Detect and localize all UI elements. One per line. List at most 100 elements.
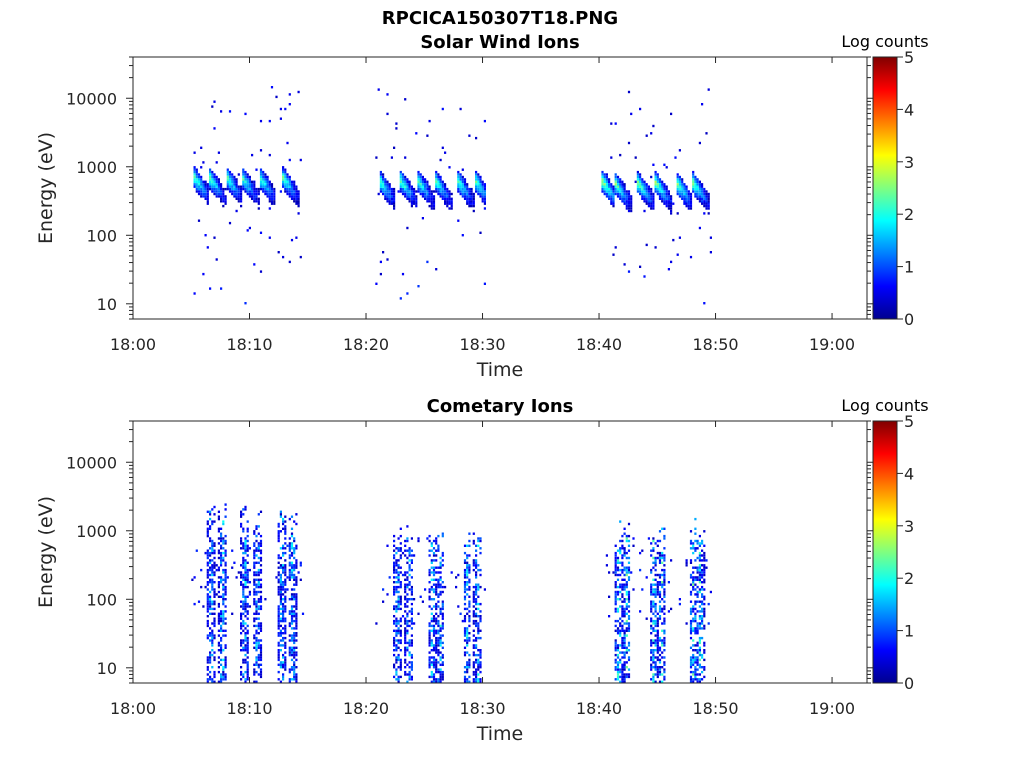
spectrogram-cell: [475, 588, 478, 591]
spectrogram-cell: [698, 624, 701, 628]
spectrogram-cell: [282, 183, 285, 186]
spectrogram-cell: [647, 202, 650, 205]
spectrogram-cell: [290, 636, 294, 640]
spectrogram-cell: [472, 590, 475, 594]
spectrogram-cell: [689, 202, 693, 205]
spectrogram-cell: [698, 226, 701, 230]
spectrogram-cell: [463, 607, 467, 611]
spectrogram-cell: [466, 632, 469, 635]
spectrogram-cell: [623, 190, 626, 193]
spectrogram-cell: [643, 209, 646, 213]
spectrogram-cell: [656, 646, 659, 649]
spectrogram-cell: [689, 547, 693, 550]
spectrogram-cell: [612, 202, 615, 205]
spectrogram-cell: [616, 663, 620, 666]
spectrogram-cell: [698, 617, 701, 620]
spectrogram-cell: [472, 204, 475, 208]
spectrogram-cell: [694, 675, 697, 679]
spectrogram-cell: [257, 561, 260, 564]
spectrogram-cell: [698, 197, 701, 200]
spectrogram-cell: [393, 561, 396, 564]
spectrogram-cell: [206, 551, 209, 555]
spectrogram-cell: [282, 678, 285, 681]
spectrogram-cell: [435, 175, 438, 179]
spectrogram-cell: [237, 187, 240, 191]
spectrogram-cell: [211, 178, 214, 181]
x-tick-label: 18:10: [226, 335, 272, 354]
spectrogram-cell: [605, 554, 608, 557]
spectrogram-cell: [228, 190, 232, 193]
spectrogram-cell: [463, 639, 467, 642]
spectrogram-cell: [477, 666, 480, 669]
spectrogram-cell: [654, 663, 657, 666]
spectrogram-cell: [619, 675, 622, 679]
spectrogram-cell: [661, 583, 664, 586]
spectrogram-cell: [627, 593, 631, 596]
spectrogram-cell: [437, 583, 440, 586]
spectrogram-cell: [404, 661, 407, 664]
spectrogram-cell: [259, 639, 263, 642]
spectrogram-cell: [654, 666, 657, 669]
spectrogram-cell: [257, 547, 260, 550]
spectrogram-cell: [439, 158, 442, 162]
spectrogram-cell: [246, 636, 249, 640]
spectrogram-cell: [689, 622, 693, 625]
spectrogram-cell: [220, 644, 223, 647]
spectrogram-cell: [206, 561, 209, 564]
spectrogram-cell: [251, 185, 254, 188]
spectrogram-cell: [475, 183, 478, 186]
spectrogram-cell: [211, 632, 214, 635]
spectrogram-cell: [293, 187, 296, 191]
spectrogram-cell: [253, 646, 256, 649]
spectrogram-cell: [621, 180, 624, 183]
spectrogram-cell: [463, 187, 467, 191]
spectrogram-cell: [475, 178, 478, 181]
spectrogram-cell: [692, 170, 695, 174]
spectrogram-cell: [206, 197, 209, 200]
spectrogram-cell: [206, 666, 209, 669]
spectrogram-cell: [295, 678, 298, 681]
spectrogram-cell: [441, 564, 444, 567]
spectrogram-cell: [397, 585, 400, 589]
spectrogram-cell: [224, 187, 227, 191]
spectrogram-cell: [255, 525, 258, 528]
spectrogram-cell: [235, 178, 238, 181]
spectrogram-cell: [627, 539, 631, 543]
spectrogram-cell: [685, 202, 688, 205]
spectrogram-cell: [441, 622, 444, 625]
spectrogram-cell: [206, 656, 209, 659]
spectrogram-cell: [209, 678, 212, 681]
spectrogram-cell: [282, 175, 285, 179]
spectrogram-cell: [441, 670, 444, 674]
spectrogram-cell: [293, 612, 296, 615]
spectrogram-cell: [448, 166, 451, 169]
spectrogram-cell: [636, 170, 639, 174]
spectrogram-cell: [707, 202, 710, 205]
spectrogram-cell: [614, 678, 617, 681]
spectrogram-cell: [468, 619, 471, 623]
spectrogram-cell: [667, 195, 670, 198]
spectrogram-cell: [650, 668, 653, 671]
spectrogram-cell: [424, 185, 427, 188]
spectrogram-cell: [395, 619, 398, 623]
spectrogram-cell: [290, 595, 294, 598]
spectrogram-cell: [222, 615, 225, 618]
spectrogram-cell: [277, 578, 280, 581]
spectrogram-cell: [432, 583, 436, 586]
spectrogram-cell: [468, 661, 471, 664]
spectrogram-cell: [625, 602, 628, 606]
spectrogram-cell: [251, 190, 254, 193]
spectrogram-cell: [430, 190, 433, 193]
spectrogram-cell: [386, 187, 389, 191]
spectrogram-cell: [242, 530, 245, 533]
spectrogram-cell: [652, 204, 655, 208]
spectrogram-cell: [279, 513, 282, 516]
spectrogram-cell: [284, 619, 287, 623]
spectrogram-cell: [701, 195, 704, 198]
spectrogram-cell: [222, 617, 225, 620]
spectrogram-cell: [399, 629, 402, 632]
spectrogram-cell: [479, 195, 482, 198]
spectrogram-cell: [636, 185, 639, 188]
spectrogram-cell: [698, 588, 701, 591]
spectrogram-cell: [284, 168, 287, 171]
